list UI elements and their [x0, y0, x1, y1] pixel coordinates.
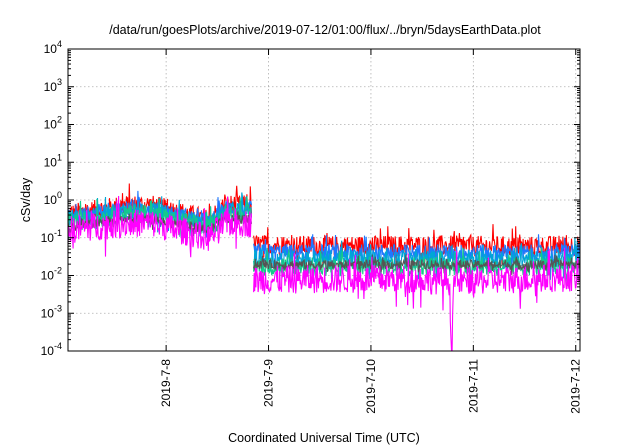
plot-area — [68, 183, 580, 351]
y-tick-label: 102 — [44, 115, 62, 132]
y-tick-label: 100 — [44, 190, 62, 207]
y-tick-label: 10-3 — [41, 303, 62, 320]
series-line-5-1 — [253, 247, 580, 351]
y-tick-label: 10-2 — [41, 266, 62, 283]
chart-title: /data/run/goesPlots/archive/2019-07-12/0… — [109, 23, 541, 37]
y-tick-label: 10-1 — [41, 228, 62, 245]
y-tick-label: 10-4 — [41, 341, 62, 358]
grid — [68, 49, 580, 351]
y-tick-label: 103 — [44, 77, 62, 94]
x-tick-label: 2019-7-12 — [569, 359, 583, 414]
x-tick-label: 2019-7-9 — [262, 359, 276, 407]
y-axis-label: cSv/day — [19, 177, 33, 222]
y-tick-label: 104 — [44, 39, 62, 56]
x-tick-labels: 2019-7-8 2019-7-9 2019-7-10 2019-7-11 2019-7… — [159, 359, 583, 414]
series-line-0-1 — [253, 224, 580, 269]
y-tick-label: 101 — [44, 152, 62, 169]
x-tick-label: 2019-7-11 — [466, 359, 480, 413]
series-line-5-0 — [68, 195, 253, 258]
x-tick-label: 2019-7-8 — [159, 359, 173, 407]
series-line-2-1 — [253, 238, 580, 280]
x-axis-label: Coordinated Universal Time (UTC) — [228, 431, 420, 445]
axis-ticks — [68, 48, 580, 352]
y-tick-labels: 10-4 10-3 10-2 10-1 100 101 102 103 104 — [41, 39, 62, 358]
x-tick-label: 2019-7-10 — [364, 359, 378, 414]
